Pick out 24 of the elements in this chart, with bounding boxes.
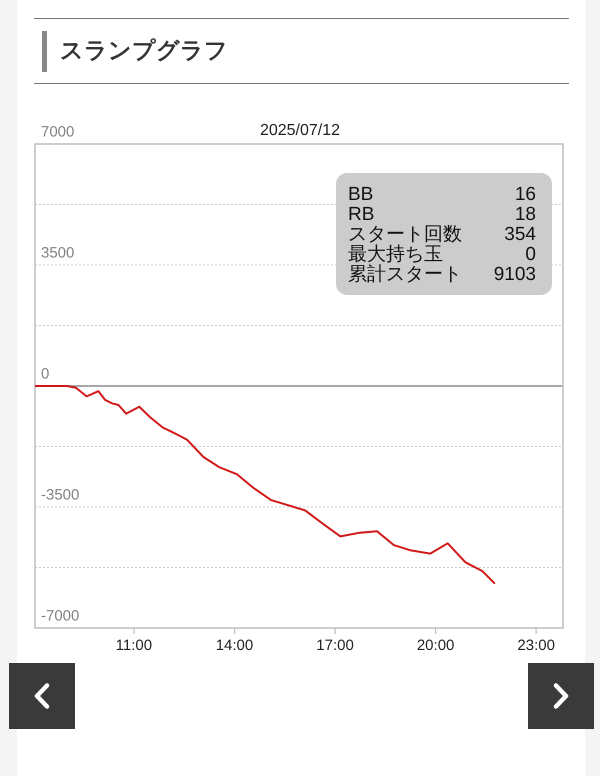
annotation: 18 — [514, 204, 536, 225]
chart-subtitle: 2025/07/12 — [260, 122, 340, 139]
chart-title: スランプグラフ — [60, 36, 228, 65]
y-tick-label: 3500 — [41, 244, 74, 262]
annotation: 354 — [504, 224, 536, 245]
x-tick-label: 23:00 — [517, 637, 555, 654]
x-tick-label: 14:00 — [216, 637, 254, 654]
annotation: 0 — [525, 244, 536, 265]
annotation: BB — [348, 184, 374, 205]
y-tick-label: -7000 — [41, 608, 80, 625]
y-tick-label: 7000 — [41, 124, 74, 141]
annotation: 累計スタート — [348, 264, 462, 285]
x-tick-label: 17:00 — [316, 637, 354, 654]
annotation: RB — [348, 204, 374, 225]
x-tick-label: 20:00 — [416, 637, 454, 654]
x-tick-label: 11:00 — [116, 637, 152, 654]
annotation: 9103 — [494, 264, 536, 285]
y-tick-label: -3500 — [41, 486, 80, 504]
previous-button[interactable] — [9, 663, 75, 729]
next-button[interactable] — [528, 663, 594, 729]
y-tick-label: 0 — [41, 366, 50, 383]
annotation: 16 — [514, 184, 536, 205]
annotation: 最大持ち玉 — [348, 244, 443, 265]
annotation: スタート回数 — [348, 224, 462, 245]
